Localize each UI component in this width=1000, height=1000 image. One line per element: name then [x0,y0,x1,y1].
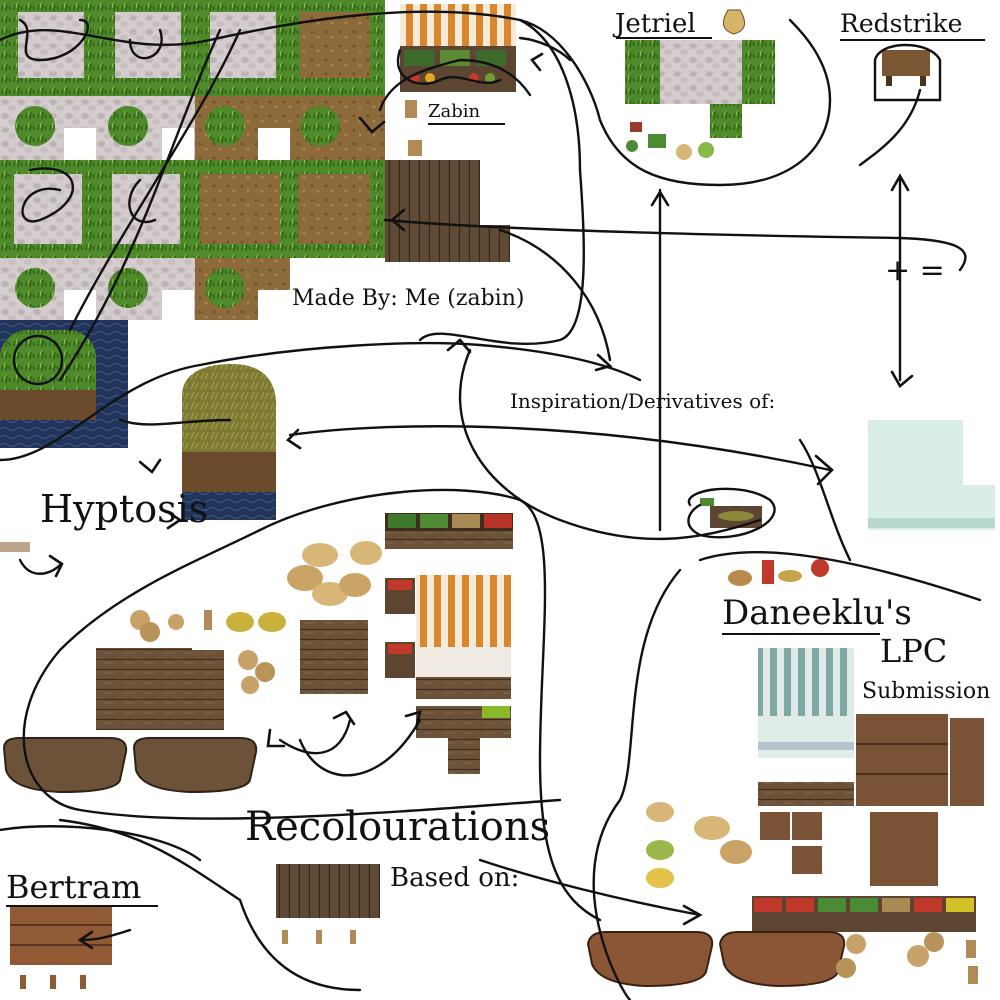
dark-wood-tables [96,620,368,730]
translucent-water-tile [868,420,995,530]
label-zabin-tag: Zabin [428,101,481,122]
label-made-by: Made By: Me (zabin) [292,286,524,311]
label-recolourations: Recolourations [245,804,550,850]
orange-awning-stall [416,575,511,699]
rowboats [2,737,258,794]
lpc-crates-row [752,896,976,932]
label-based-on: Based on: [390,863,519,893]
label-daneeklus: Daneeklu's [722,593,912,633]
terrain-tileset [0,0,385,448]
lpc-teal-stall [758,648,854,806]
veg-crates-left [385,578,415,678]
jetriel-tiles [625,9,775,160]
lpc-sacks [646,802,752,888]
bertram-pier [10,905,112,989]
stump-icons [405,100,422,156]
label-jetriel: Jetriel [612,9,696,39]
recolour-pier [276,864,380,944]
lpc-tables [760,714,984,886]
crates-lower [416,706,511,774]
label-inspiration: Inspiration/Derivatives of: [510,389,775,413]
label-hyptosis: Hyptosis [40,487,208,531]
lpc-log-piles [836,932,978,984]
arrowheads [48,52,914,950]
lpc-rowboats [586,931,846,988]
hyptosis-haystack [181,364,277,520]
label-submission: Submission [862,679,990,704]
wood-logs [130,610,286,694]
small-plank-icon [0,542,30,552]
label-plus-equals: + = [885,253,945,288]
hand-drawn-connectors [0,10,982,1000]
label-redstrike: Redstrike [840,9,962,38]
redstrike-table [882,50,930,86]
grain-sacks [287,541,382,606]
label-bertram: Bertram [6,868,141,906]
label-lpc: LPC [880,632,947,670]
recolour-crates-top [385,513,513,549]
produce-row-top-right [728,559,829,586]
